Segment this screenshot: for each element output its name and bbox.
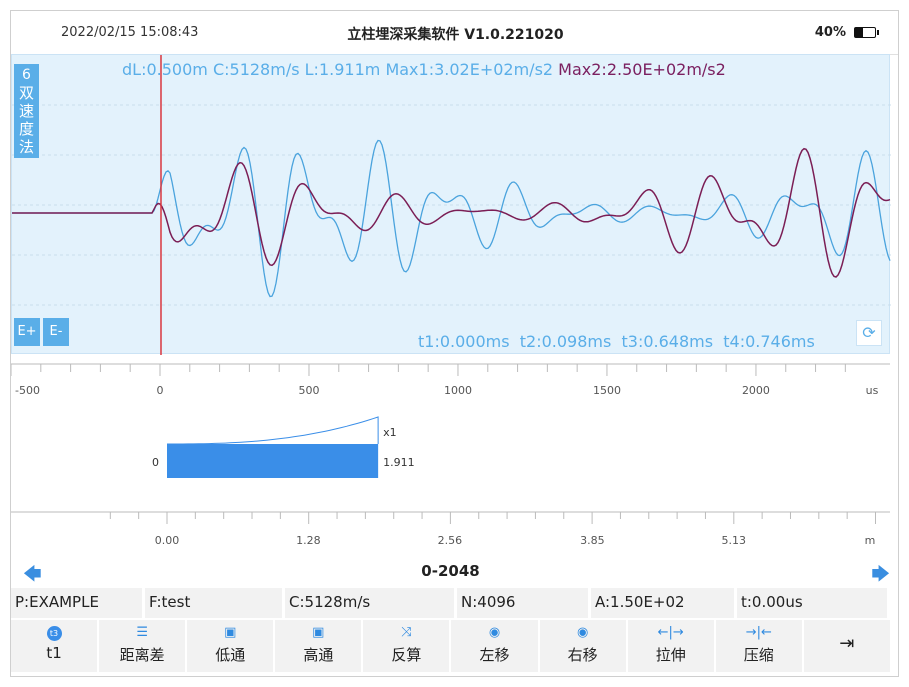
depth-curve (167, 416, 379, 445)
shift-left-button[interactable]: ◉ 左移 (451, 620, 540, 672)
param-c: C:5128m/s (285, 588, 457, 618)
page-range: 0-2048 (421, 562, 480, 580)
axis-tick-label: -500 (15, 384, 40, 397)
stretch-label: 拉伸 (655, 646, 686, 664)
info-max1: Max1:3.02E+02m/s2 (385, 60, 554, 79)
param-t: t:0.00us (737, 588, 890, 618)
compress-button[interactable]: →|← 压缩 (715, 620, 804, 672)
distance-button[interactable]: ☰ 距离差 (99, 620, 188, 672)
circle-right-icon: ◉ (576, 625, 589, 640)
param-a: A:1.50E+02 (591, 588, 737, 618)
method-label-char: 速 (18, 102, 34, 120)
method-label-char: 度 (18, 120, 34, 138)
axis-unit: us (866, 384, 879, 397)
time-t3: t3:0.648ms (621, 332, 714, 351)
battery-percent: 40% (814, 25, 846, 40)
arrow-right-icon[interactable]: 🡆 (871, 564, 890, 585)
info-l: L:1.911m (304, 60, 381, 79)
shift-right-button[interactable]: ◉ 右移 (539, 620, 628, 672)
info-max2: Max2:2.50E+02m/s2 (558, 60, 726, 79)
method-number: 6 (22, 67, 31, 83)
lowpass-label: 低通 (215, 646, 246, 664)
series-1-line (12, 139, 891, 298)
param-bar: P:EXAMPLE F:test C:5128m/s N:4096 A:1.50… (11, 588, 890, 618)
depth-axis-tick-label: 0.00 (155, 534, 180, 547)
param-p: P:EXAMPLE (11, 588, 145, 618)
t1-label: t1 (46, 644, 62, 662)
param-n: N:4096 (457, 588, 591, 618)
exit-button[interactable]: ⇥ (803, 620, 890, 672)
waveform-plot[interactable] (12, 55, 891, 355)
axis-tick-label: 2000 (742, 384, 770, 397)
time-t4: t4:0.746ms (723, 332, 815, 351)
shift-left-label: 左移 (479, 646, 510, 664)
waveform-panel[interactable] (11, 54, 891, 355)
depth-axis-tick-label: 5.13 (722, 534, 747, 547)
toolbar: t3 t1 ☰ 距离差 ▣ 低通 ▣ 高通 ⤨ 反算 ◉ 左移 ◉ 右移 ←|→… (11, 620, 890, 672)
page-bar: 🡄 0-2048 🡆 (11, 558, 890, 586)
time-axis-svg: -500 0 500 1000 1500 2000 us (10, 363, 890, 397)
depth-axis-tick-label: 3.85 (580, 534, 605, 547)
compress-icon: →|← (745, 625, 772, 640)
method-label-char: 法 (18, 138, 34, 156)
time-axis: -500 0 500 1000 1500 2000 us (10, 354, 890, 404)
lowpass-button[interactable]: ▣ 低通 (187, 620, 276, 672)
inverse-label: 反算 (391, 646, 422, 664)
depth-start-label: 0 (152, 456, 159, 469)
lowpass-icon: ▣ (224, 625, 237, 640)
compress-label: 压缩 (743, 646, 774, 664)
info-dl: dL:0.500m (122, 60, 208, 79)
axis-tick-label: 1000 (444, 384, 472, 397)
axis-tick-label: 500 (298, 384, 319, 397)
shuffle-icon: ⤨ (401, 625, 412, 640)
battery-indicator: 40% (814, 25, 879, 40)
axis-tick-label: 1500 (593, 384, 621, 397)
e-minus-button[interactable]: E- (43, 318, 69, 346)
e-plus-button[interactable]: E+ (14, 318, 40, 346)
axis-tick-label: 0 (156, 384, 163, 397)
inverse-button[interactable]: ⤨ 反算 (363, 620, 452, 672)
depth-chart: 0 x1 1.911 0.00 1.28 2.56 3.85 5.13 m (11, 404, 890, 554)
info-c: C:5128m/s (212, 60, 300, 79)
lines-icon: ☰ (136, 625, 148, 640)
param-f: F:test (145, 588, 285, 618)
battery-icon (854, 27, 879, 38)
method-badge[interactable]: 6 双 速 度 法 (14, 64, 39, 158)
time-t1: t1:0.000ms (418, 332, 510, 351)
t1-button[interactable]: t3 t1 (11, 620, 100, 672)
depth-axis-unit: m (865, 534, 876, 547)
arrow-left-icon[interactable]: 🡄 (23, 564, 42, 585)
depth-axis-tick-label: 1.28 (296, 534, 321, 547)
depth-scale-label: x1 (383, 426, 397, 439)
circle-left-icon: ◉ (488, 625, 501, 640)
t1-icon: t3 (11, 624, 97, 642)
refresh-icon[interactable]: ⟳ (856, 320, 882, 346)
depth-axis-tick-label: 2.56 (438, 534, 463, 547)
depth-value-label: 1.911 (383, 456, 415, 469)
method-label-char: 双 (18, 84, 34, 102)
exit-icon: ⇥ (839, 633, 855, 654)
app-title: 立柱埋深采集软件 V1.0.221020 (347, 27, 564, 43)
series-2-line (12, 147, 891, 278)
status-bar: 2022/02/15 15:08:43 立柱埋深采集软件 V1.0.221020… (11, 11, 898, 55)
time-t2: t2:0.098ms (519, 332, 612, 351)
distance-label: 距离差 (119, 646, 165, 664)
depth-chart-svg: 0 x1 1.911 0.00 1.28 2.56 3.85 5.13 m (11, 416, 890, 547)
wave-info-line: dL:0.500m C:5128m/s L:1.911m Max1:3.02E+… (122, 60, 726, 79)
shift-right-label: 右移 (567, 646, 598, 664)
stretch-button[interactable]: ←|→ 拉伸 (627, 620, 716, 672)
method-label: 双 速 度 法 (14, 84, 39, 156)
depth-bar (167, 444, 379, 478)
highpass-label: 高通 (303, 646, 334, 664)
highpass-button[interactable]: ▣ 高通 (275, 620, 364, 672)
highpass-icon: ▣ (312, 625, 325, 640)
stretch-icon: ←|→ (657, 625, 684, 640)
status-time: 2022/02/15 15:08:43 (61, 25, 199, 40)
time-markers-line: t1:0.000ms t2:0.098ms t3:0.648ms t4:0.74… (418, 332, 815, 351)
